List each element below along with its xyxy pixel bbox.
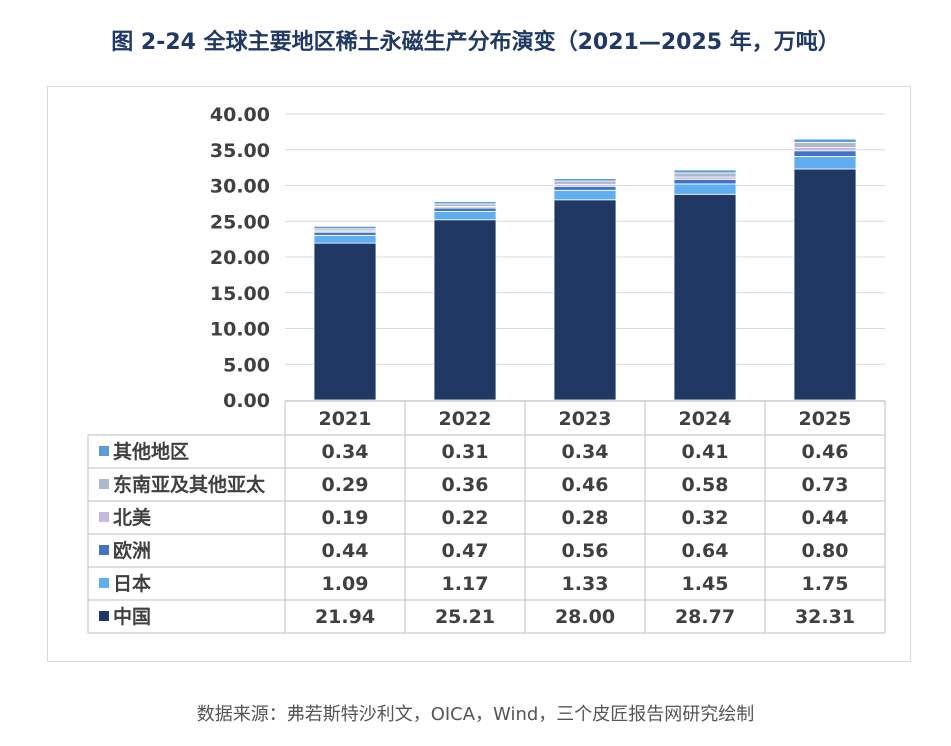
x-tick-label: 2022 xyxy=(439,408,492,430)
legend-key xyxy=(99,479,109,489)
y-tick-label: 25.00 xyxy=(210,211,270,233)
legend-key xyxy=(99,578,109,588)
table-cell-value: 0.46 xyxy=(562,474,609,496)
table-cell-value: 0.46 xyxy=(802,441,849,463)
bar-segment xyxy=(793,138,857,143)
source-note: 数据来源：弗若斯特沙利文，OICA，Wind，三个皮匠报告网研究绘制 xyxy=(196,704,755,725)
legend-key xyxy=(99,446,109,456)
bar-segment xyxy=(553,178,617,182)
table-cell-value: 0.28 xyxy=(562,507,609,529)
bar-segment xyxy=(433,210,497,221)
bar-segment xyxy=(313,225,377,230)
legend-label: 日本 xyxy=(113,572,151,595)
bar-segment xyxy=(553,189,617,201)
y-tick-label: 10.00 xyxy=(210,319,270,341)
table-cell-value: 1.45 xyxy=(682,573,729,595)
bar-segment xyxy=(313,234,377,244)
x-tick-label: 2024 xyxy=(679,408,732,430)
table-cell-value: 0.41 xyxy=(682,441,729,463)
legend-label: 北美 xyxy=(113,506,152,529)
table-cell-value: 0.44 xyxy=(802,507,849,529)
table-cell-value: 0.29 xyxy=(322,474,369,496)
y-tick-label: 0.00 xyxy=(223,390,270,412)
y-tick-label: 40.00 xyxy=(210,104,270,126)
table-cell-value: 1.17 xyxy=(442,573,489,595)
bar-segment xyxy=(433,201,497,205)
bar-segment xyxy=(793,141,857,149)
y-tick-label: 30.00 xyxy=(210,176,270,198)
bar-segment xyxy=(433,219,497,401)
table-cell-value: 32.31 xyxy=(795,606,855,628)
table-cell-value: 0.44 xyxy=(322,540,369,562)
legend-label: 其他地区 xyxy=(113,440,189,463)
table-cell-value: 0.34 xyxy=(562,441,609,463)
bar-segment xyxy=(673,183,737,195)
bar-segment xyxy=(553,199,617,401)
x-tick-label: 2025 xyxy=(799,408,852,430)
bars xyxy=(313,138,857,401)
table-cell-value: 0.64 xyxy=(682,540,729,562)
x-tick-label: 2023 xyxy=(559,408,612,430)
table-cell-value: 0.31 xyxy=(442,441,489,463)
bar-segment xyxy=(433,207,497,212)
bar-segment xyxy=(553,185,617,191)
table-cell-value: 0.56 xyxy=(562,540,609,562)
table-cell-value: 28.77 xyxy=(675,606,735,628)
bar-segment xyxy=(313,231,377,236)
legend-key xyxy=(99,512,109,522)
bar-segment xyxy=(673,172,737,178)
chart-frame: 40.00 35.00 30.00 25.00 20.00 15.00 10.00 5.00 0… xyxy=(47,86,911,662)
y-tick-label: 15.00 xyxy=(210,283,270,305)
table-cell-value: 1.33 xyxy=(562,573,609,595)
table-cell-value: 0.34 xyxy=(322,441,369,463)
table-cell-value: 0.22 xyxy=(442,507,489,529)
stacked-bar-chart: 40.00 35.00 30.00 25.00 20.00 15.00 10.00 5.00 0… xyxy=(87,104,886,634)
legend-label: 东南亚及其他亚太 xyxy=(113,473,266,496)
bar-segment xyxy=(793,150,857,157)
legend-key xyxy=(99,545,109,555)
bar-segment xyxy=(793,147,857,152)
table-cell-value: 0.36 xyxy=(442,474,489,496)
bar-segment xyxy=(793,156,857,170)
bar-segment xyxy=(793,168,857,401)
table-cell-value: 25.21 xyxy=(435,606,495,628)
table-cell-value: 21.94 xyxy=(315,606,375,628)
bar-segment xyxy=(313,242,377,401)
data-table: 2021 2022 2023 2024 2025 其他地区 0.34 0.31 0.34 0.41… xyxy=(87,400,886,634)
y-axis: 40.00 35.00 30.00 25.00 20.00 15.00 10.00 5.00 0… xyxy=(210,104,270,412)
table-cell-value: 0.73 xyxy=(802,474,849,496)
table-cell-value: 0.58 xyxy=(682,474,729,496)
chart-title: 图 2-24 全球主要地区稀土永磁生产分布演变（2021—2025 年，万吨） xyxy=(111,30,840,55)
table-cell-value: 1.75 xyxy=(802,573,849,595)
bar-segment xyxy=(673,178,737,185)
table-cell-value: 1.09 xyxy=(322,573,369,595)
legend-label: 欧洲 xyxy=(113,539,151,562)
legend-key xyxy=(99,611,109,621)
bar-segment xyxy=(673,169,737,174)
legend-label: 中国 xyxy=(113,605,151,628)
bar-segment xyxy=(553,180,617,185)
table-cell-value: 0.47 xyxy=(442,540,489,562)
y-tick-label: 35.00 xyxy=(210,140,270,162)
y-tick-label: 20.00 xyxy=(210,247,270,269)
table-cell-value: 0.32 xyxy=(682,507,729,529)
x-tick-label: 2021 xyxy=(319,408,372,430)
table-cell-value: 0.80 xyxy=(802,540,849,562)
bar-segment xyxy=(673,193,737,401)
y-tick-label: 5.00 xyxy=(223,354,270,376)
table-cell-value: 0.19 xyxy=(322,507,369,529)
table-cell-value: 28.00 xyxy=(555,606,615,628)
